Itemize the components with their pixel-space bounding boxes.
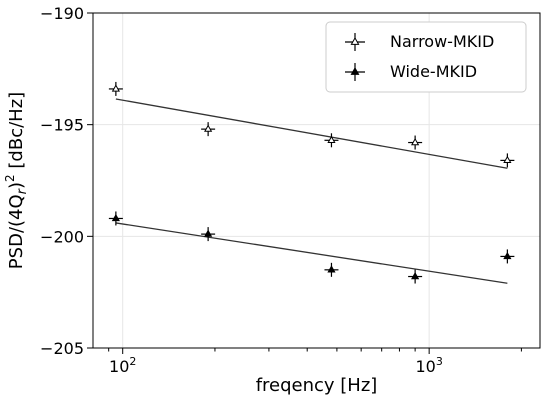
data-point xyxy=(324,133,339,148)
y-tick-label: −195 xyxy=(40,116,84,135)
y-tick-label: −190 xyxy=(40,4,84,23)
y-tick-label: −205 xyxy=(40,339,84,358)
legend-marker-wide-mkid xyxy=(345,63,365,81)
data-point xyxy=(408,269,423,284)
legend-box xyxy=(325,21,527,93)
data-point xyxy=(324,262,339,277)
axis-ticks xyxy=(87,12,522,354)
fit-line-1 xyxy=(115,222,508,284)
data-points xyxy=(108,81,515,284)
legend-label-wide-mkid: Wide-MKID xyxy=(390,62,477,81)
legend-label-narrow-mkid: Narrow-MKID xyxy=(390,32,494,51)
legend: Narrow-MKID Wide-MKID xyxy=(325,21,527,93)
data-point xyxy=(108,211,123,226)
y-axis-label: PSD/(4Qr)2 [dBc/Hz] xyxy=(3,92,30,269)
data-point xyxy=(500,249,515,264)
data-point xyxy=(108,81,123,96)
y-tick-label: −200 xyxy=(40,227,84,246)
data-point xyxy=(201,122,216,137)
data-point xyxy=(408,135,423,150)
fit-lines xyxy=(115,98,508,284)
legend-marker-narrow-mkid xyxy=(345,33,365,51)
fit-line-0 xyxy=(115,98,508,169)
data-point xyxy=(201,227,216,242)
x-axis-label: freqency [Hz] xyxy=(256,375,378,396)
x-tick-label: 103 xyxy=(415,355,442,376)
plot-frame xyxy=(92,12,541,349)
tick-labels: −190 −195 −200 −205 102 103 xyxy=(40,4,443,376)
data-point xyxy=(500,153,515,168)
x-tick-label: 102 xyxy=(109,355,136,376)
